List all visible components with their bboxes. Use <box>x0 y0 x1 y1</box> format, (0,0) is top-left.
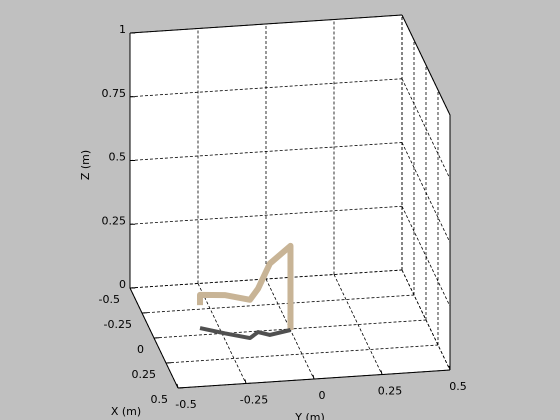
tick-mark <box>448 365 451 371</box>
y-tick-label: -0.5 <box>175 398 196 411</box>
tick-mark <box>380 370 383 375</box>
x-tick-label: 0 <box>137 343 144 356</box>
line <box>197 242 294 330</box>
x-tick-label: -0.5 <box>99 293 120 306</box>
x-tick-label: 0.25 <box>132 368 157 381</box>
grid-line <box>129 205 403 225</box>
z-tick-label: 0 <box>119 278 126 291</box>
z-tick-label: 0.5 <box>109 151 127 164</box>
z-axis-label: Z (m) <box>79 150 92 180</box>
axis-line <box>401 14 451 116</box>
y-axis-label: Y (m) <box>294 411 325 420</box>
tick-mark <box>312 374 315 380</box>
z-tick-label: 0.25 <box>102 214 127 227</box>
x-tick-label: -0.25 <box>104 318 132 331</box>
axis-line <box>129 14 403 34</box>
y-tick-label: -0.25 <box>240 394 268 407</box>
y-tick-label: 0.5 <box>449 380 467 393</box>
line <box>199 326 291 341</box>
tick-mark <box>244 379 247 384</box>
grid-line <box>129 269 403 289</box>
y-tick-label: 0.25 <box>378 385 403 398</box>
x-axis-label: X (m) <box>111 405 141 418</box>
axes: 0 0.25 0.5 0.75 1 -0.5 -0.25 0 0.25 0.5 -0.5 -0.25 0… <box>99 14 467 411</box>
grid-line <box>165 344 439 364</box>
x-tick-label: 0.5 <box>151 393 169 406</box>
z-tick-label: 0.75 <box>102 87 127 100</box>
tick-mark <box>176 383 179 389</box>
grid-line <box>333 274 383 375</box>
grid-line <box>141 294 415 314</box>
y-tick-label: 0 <box>319 389 326 402</box>
grid-line <box>401 206 451 307</box>
z-tick-label: 1 <box>119 23 126 36</box>
